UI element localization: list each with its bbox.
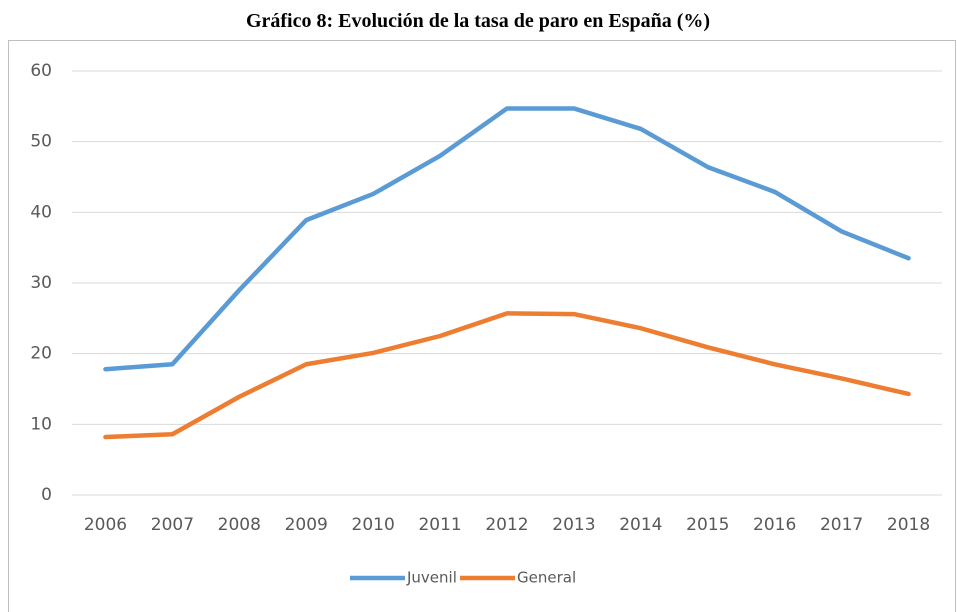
x-tick-label: 2009 xyxy=(285,515,328,535)
y-tick-label: 0 xyxy=(41,485,52,505)
chart-border xyxy=(8,40,956,612)
legend-label: Juvenil xyxy=(406,569,457,587)
y-tick-label: 30 xyxy=(30,273,52,293)
x-tick-label: 2008 xyxy=(218,515,261,535)
x-tick-label: 2018 xyxy=(887,515,930,535)
x-tick-label: 2010 xyxy=(352,515,395,535)
y-tick-label: 40 xyxy=(30,202,52,222)
x-tick-label: 2014 xyxy=(619,515,662,535)
y-tick-label: 10 xyxy=(30,414,52,434)
line-series xyxy=(103,106,911,372)
x-tick-label: 2012 xyxy=(485,515,528,535)
x-tick-label: 2011 xyxy=(418,515,461,535)
y-tick-label: 50 xyxy=(30,132,52,152)
x-tick-label: 2015 xyxy=(686,515,729,535)
x-tick-label: 2013 xyxy=(552,515,595,535)
chart-title: Gráfico 8: Evolución de la tasa de paro … xyxy=(246,10,710,32)
line-series xyxy=(103,311,911,440)
legend-label: General xyxy=(517,569,576,587)
x-tick-label: 2017 xyxy=(820,515,863,535)
y-tick-label: 60 xyxy=(30,61,52,81)
x-tick-label: 2007 xyxy=(151,515,194,535)
x-tick-label: 2006 xyxy=(84,515,127,535)
x-tick-label: 2016 xyxy=(753,515,796,535)
y-tick-label: 20 xyxy=(30,344,52,364)
